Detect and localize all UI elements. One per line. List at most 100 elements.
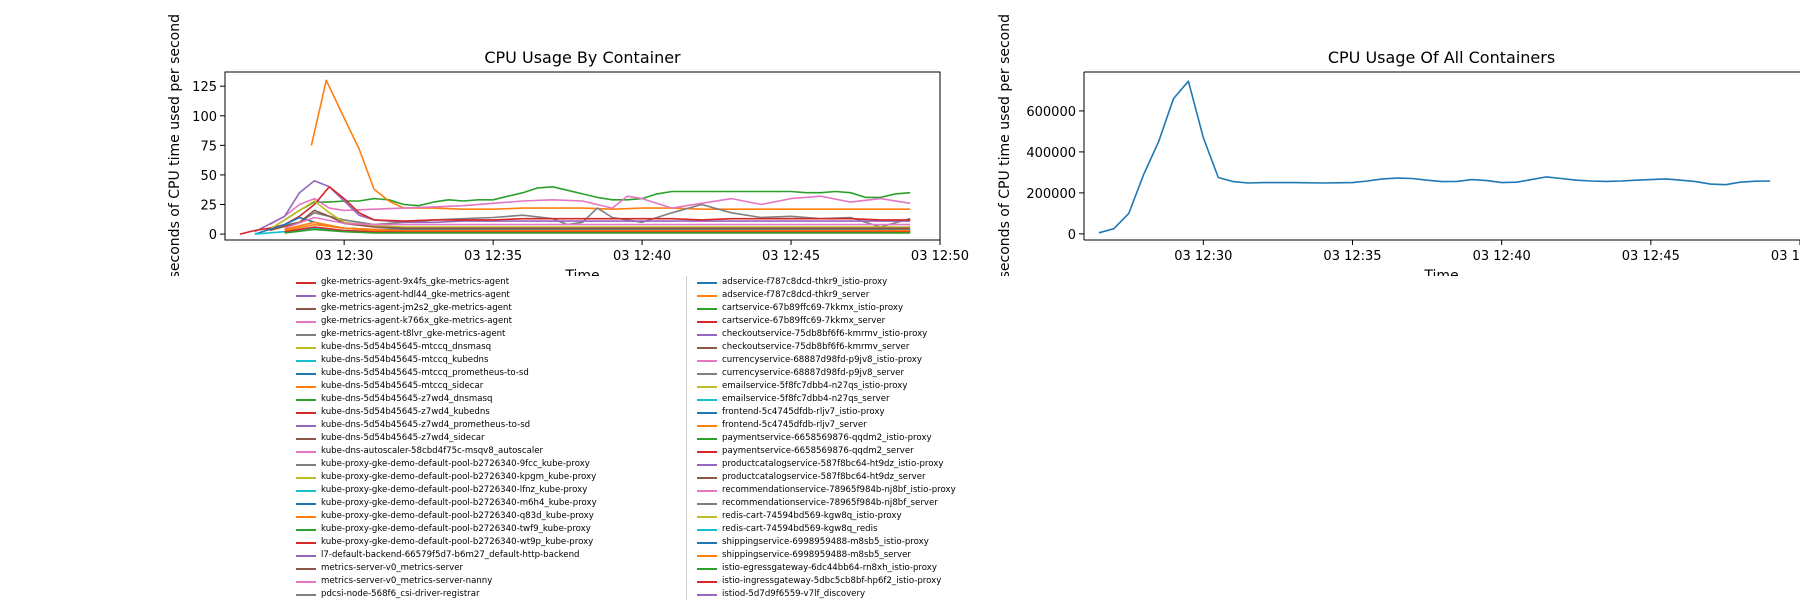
- y-tick-label: 0: [209, 228, 217, 243]
- figure: CPU Usage By Container 03 12:30 03 12:35 0…: [167, 14, 1800, 276]
- legend-swatch: [296, 555, 316, 557]
- legend-label: kube-dns-autoscaler-58cbd4f75c-msqv8_aut…: [321, 446, 544, 456]
- legend-label: istio-egressgateway-6dc44bb64-rn8xh_isti…: [722, 563, 937, 573]
- legend-swatch: [697, 282, 717, 284]
- legend-swatch: [296, 360, 316, 362]
- x-tick-label: 03 12:40: [1473, 249, 1531, 264]
- legend-label: adservice-f787c8dcd-thkr9_server: [722, 290, 870, 300]
- chart-title: CPU Usage Of All Containers: [1328, 48, 1555, 67]
- legend-swatch: [296, 542, 316, 544]
- legend-swatch: [296, 412, 316, 414]
- legend-label: gke-metrics-agent-t8lvr_gke-metrics-agen…: [321, 329, 506, 339]
- legend-label: currencyservice-68887d98fd-p9jv8_server: [722, 368, 905, 378]
- legend-label: kube-proxy-gke-demo-default-pool-b272634…: [321, 459, 590, 469]
- series-line: [269, 200, 911, 231]
- series-line: [284, 221, 911, 232]
- legend-swatch: [296, 581, 316, 583]
- x-tick-label: 03 12:45: [1622, 249, 1680, 264]
- legend-label: emailservice-5f8fc7dbb4-n27qs_server: [722, 394, 890, 404]
- legend-label: shippingservice-6998959488-m8sb5_server: [722, 550, 911, 560]
- legend-swatch: [697, 438, 717, 440]
- legend-label: kube-proxy-gke-demo-default-pool-b272634…: [321, 511, 594, 521]
- legend-swatch: [296, 529, 316, 531]
- legend-label: pdcsi-node-568f6_csi-driver-registrar: [321, 589, 480, 599]
- legend-label: checkoutservice-75db8bf6f6-kmrmv_istio-p…: [722, 329, 928, 339]
- legend-swatch: [697, 542, 717, 544]
- legend-swatch: [296, 399, 316, 401]
- legend-swatch: [697, 464, 717, 466]
- series-line: [284, 186, 911, 221]
- legend-swatch: [296, 594, 316, 596]
- legend-label: kube-dns-5d54b45645-z7wd4_dnsmasq: [321, 394, 493, 404]
- legend-swatch: [296, 477, 316, 479]
- legend-swatch: [296, 295, 316, 297]
- x-tick-label: 03 12:30: [315, 249, 373, 264]
- legend-label: frontend-5c4745dfdb-rljv7_server: [722, 420, 867, 430]
- legend-label: cartservice-67b89ffc69-7kkmx_server: [722, 316, 886, 326]
- legend-label: gke-metrics-agent-hdl44_gke-metrics-agen…: [321, 290, 510, 300]
- legend-label: checkoutservice-75db8bf6f6-kmrmv_server: [722, 342, 910, 352]
- legend-label: emailservice-5f8fc7dbb4-n27qs_istio-prox…: [722, 381, 908, 391]
- legend-right: adservice-f787c8dcd-thkr9_istio-proxy ads…: [697, 276, 1077, 600]
- legend-swatch: [296, 516, 316, 518]
- legend-label: redis-cart-74594bd569-kgw8q_redis: [722, 524, 878, 534]
- x-tick-label: 03 12:35: [1323, 249, 1381, 264]
- legend-swatch: [296, 282, 316, 284]
- legend-label: recommendationservice-78965f984b-nj8bf_i…: [722, 485, 956, 495]
- x-axis-label: Time: [564, 268, 599, 276]
- x-axis-label: Time: [1423, 268, 1458, 276]
- legend-swatch: [697, 373, 717, 375]
- legend-label: productcatalogservice-587f8bc64-ht9dz_se…: [722, 472, 926, 482]
- chart-by-container: CPU Usage By Container 03 12:30 03 12:35 0…: [167, 14, 969, 276]
- series-line: [310, 79, 911, 210]
- legend-label: kube-proxy-gke-demo-default-pool-b272634…: [321, 485, 588, 495]
- chart-title: CPU Usage By Container: [484, 48, 681, 67]
- legend-label: frontend-5c4745dfdb-rljv7_istio-proxy: [722, 407, 885, 417]
- legend-label: kube-proxy-gke-demo-default-pool-b272634…: [321, 524, 591, 534]
- legend-swatch: [296, 334, 316, 336]
- legend-label: currencyservice-68887d98fd-p9jv8_istio-p…: [722, 355, 922, 365]
- legend-label: paymentservice-6658569876-qqdm2_istio-pr…: [722, 433, 932, 443]
- legend-swatch: [296, 373, 316, 375]
- legend-swatch: [296, 347, 316, 349]
- legend-label: istio-ingressgateway-5dbc5cb8bf-hp6f2_is…: [722, 576, 942, 586]
- legend-swatch: [697, 425, 717, 427]
- series-line: [239, 186, 911, 235]
- series-line: [1098, 80, 1771, 234]
- legend-divider: [686, 276, 687, 600]
- legend-swatch: [296, 451, 316, 453]
- legend-label: metrics-server-v0_metrics-server: [321, 563, 464, 573]
- legend-label: shippingservice-6998959488-m8sb5_istio-p…: [722, 537, 929, 547]
- axis-ticks: 03 12:30 03 12:35 03 12:40 03 12:45 03 12:50…: [192, 80, 969, 264]
- legend-label: kube-dns-5d54b45645-z7wd4_prometheus-to-…: [321, 420, 531, 430]
- plot-frame: [224, 71, 941, 241]
- legend-swatch: [296, 464, 316, 466]
- x-tick-label: 03 12:50: [911, 249, 969, 264]
- legend-label: kube-proxy-gke-demo-default-pool-b272634…: [321, 472, 597, 482]
- legend-label: metrics-server-v0_metrics-server-nanny: [321, 576, 493, 586]
- legend-label: istiod-5d7d9f6559-v7lf_discovery: [722, 589, 866, 599]
- y-tick-label: 75: [200, 139, 217, 154]
- legend-label: kube-dns-5d54b45645-z7wd4_sidecar: [321, 433, 485, 443]
- legend-label: redis-cart-74594bd569-kgw8q_istio-proxy: [722, 511, 902, 521]
- legend-swatch: [697, 360, 717, 362]
- legend-swatch: [697, 529, 717, 531]
- series-line: [284, 228, 911, 234]
- legend-swatch: [296, 503, 316, 505]
- legend-swatch: [697, 568, 717, 570]
- legend-left: gke-metrics-agent-9x4fs_gke-metrics-agen…: [296, 276, 676, 600]
- y-tick-label: 50: [200, 169, 217, 184]
- legend-label: gke-metrics-agent-k766x_gke-metrics-agen…: [321, 316, 513, 326]
- legend-label: productcatalogservice-587f8bc64-ht9dz_is…: [722, 459, 944, 469]
- legend-swatch: [697, 503, 717, 505]
- legend-label: paymentservice-6658569876-qqdm2_server: [722, 446, 914, 456]
- x-tick-label: 03 12:40: [613, 249, 671, 264]
- series-line: [269, 195, 911, 226]
- legend-label: recommendationservice-78965f984b-nj8bf_s…: [722, 498, 938, 508]
- legend-swatch: [697, 347, 717, 349]
- legend-label: gke-metrics-agent-jm2s2_gke-metrics-agen…: [321, 303, 512, 313]
- legend-swatch: [697, 594, 717, 596]
- x-tick-label: 03 12:50: [1771, 249, 1800, 264]
- y-axis-label: Milliseconds of CPU time used per second: [167, 14, 183, 276]
- legend-swatch: [697, 477, 717, 479]
